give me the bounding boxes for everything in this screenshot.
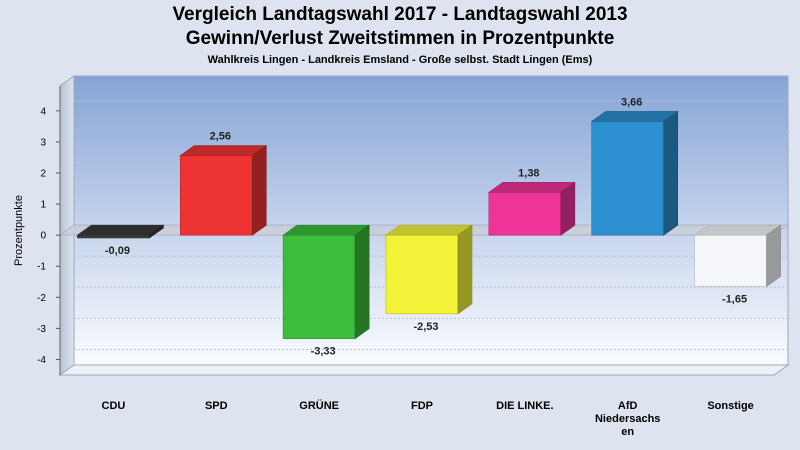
x-tick-label: DIE LINKE. — [496, 400, 553, 412]
bar-front-face — [282, 234, 356, 339]
x-tick-label-line: Sonstige — [707, 400, 753, 412]
x-tick-label: Sonstige — [707, 400, 753, 412]
bar-top-face — [282, 224, 371, 236]
x-tick-label-line: DIE LINKE. — [496, 400, 553, 412]
x-tick-label-line: SPD — [205, 400, 228, 412]
y-tick-label: 1 — [40, 200, 46, 211]
bar — [282, 224, 371, 340]
bar — [590, 110, 679, 236]
bar-top-face — [590, 111, 679, 122]
chart-subtitle: Wahlkreis Lingen - Landkreis Emsland - G… — [207, 54, 593, 66]
bar-front-face — [694, 234, 767, 287]
x-tick-label: SPD — [205, 400, 228, 412]
y-tick-label: 4 — [40, 106, 46, 117]
bar-side-face — [149, 224, 164, 239]
x-tick-label-line: CDU — [102, 400, 126, 412]
bar-side-face — [560, 181, 576, 236]
bar-front-face — [179, 155, 253, 236]
y-tick-label: -3 — [37, 324, 46, 335]
x-tick-label: GRÜNE — [299, 399, 339, 412]
chart-subtitle-main: Gewinn/Verlust Zweitstimmen in Prozentpu… — [185, 28, 615, 49]
bar-front-face — [488, 191, 562, 236]
plot-floor — [58, 364, 790, 376]
bar — [487, 181, 576, 236]
bar-top-face — [487, 181, 576, 193]
bar-side-face — [766, 224, 781, 288]
chart-title: Vergleich Landtagswahl 2017 - Landtagswa… — [172, 4, 628, 25]
bar-front-face — [591, 121, 665, 236]
y-axis-label: Prozentpunkte — [13, 195, 25, 266]
x-tick-label-line: en — [621, 426, 634, 438]
x-tick-label: AfD Niedersachs en — [595, 400, 660, 438]
y-tick-label: 3 — [40, 137, 46, 148]
y-tick-label: 0 — [40, 231, 46, 242]
bar-front-face — [385, 234, 459, 315]
bar-top-face — [76, 224, 165, 236]
bar-side-face — [251, 145, 267, 236]
y-tick-label: -1 — [37, 262, 46, 273]
bar-top-face — [179, 145, 268, 156]
data-label: -0,09 — [105, 245, 130, 257]
bar-top-face — [385, 224, 473, 236]
data-label: 1,38 — [518, 167, 539, 179]
x-tick-label-line: GRÜNE — [299, 399, 339, 412]
y-tick-label: -2 — [37, 293, 46, 304]
bar-top-face — [693, 224, 782, 236]
bar — [693, 224, 782, 288]
data-label: 2,56 — [210, 131, 231, 143]
x-tick-label: CDU — [102, 400, 126, 412]
x-tick-label-line: AfD — [618, 400, 638, 412]
y-tick-label: -4 — [37, 355, 46, 366]
bar-front-face — [77, 234, 150, 239]
data-label: -1,65 — [722, 293, 747, 305]
x-tick-label-line: Niedersachs — [595, 413, 660, 425]
data-label: -2,53 — [413, 321, 438, 333]
data-label: -3,33 — [311, 346, 336, 358]
x-tick-label: FDP — [411, 400, 433, 412]
bar — [385, 224, 473, 315]
y-tick-label: 2 — [40, 169, 46, 180]
data-label: 3,66 — [621, 96, 642, 108]
x-tick-label-line: FDP — [411, 400, 433, 412]
plot-side-wall — [59, 75, 75, 376]
bar-side-face — [457, 224, 473, 315]
bar-side-face — [354, 224, 370, 340]
bar-side-face — [663, 110, 679, 236]
bar — [76, 224, 165, 239]
bar — [179, 145, 268, 236]
